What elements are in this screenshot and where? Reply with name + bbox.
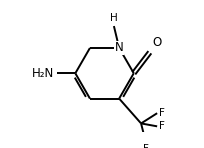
Text: H₂N: H₂N (31, 67, 54, 80)
Text: H: H (110, 13, 118, 22)
Text: N: N (115, 41, 124, 54)
Text: F: F (143, 144, 148, 148)
Text: F: F (159, 108, 164, 118)
Text: F: F (159, 121, 164, 131)
Text: O: O (152, 36, 161, 49)
